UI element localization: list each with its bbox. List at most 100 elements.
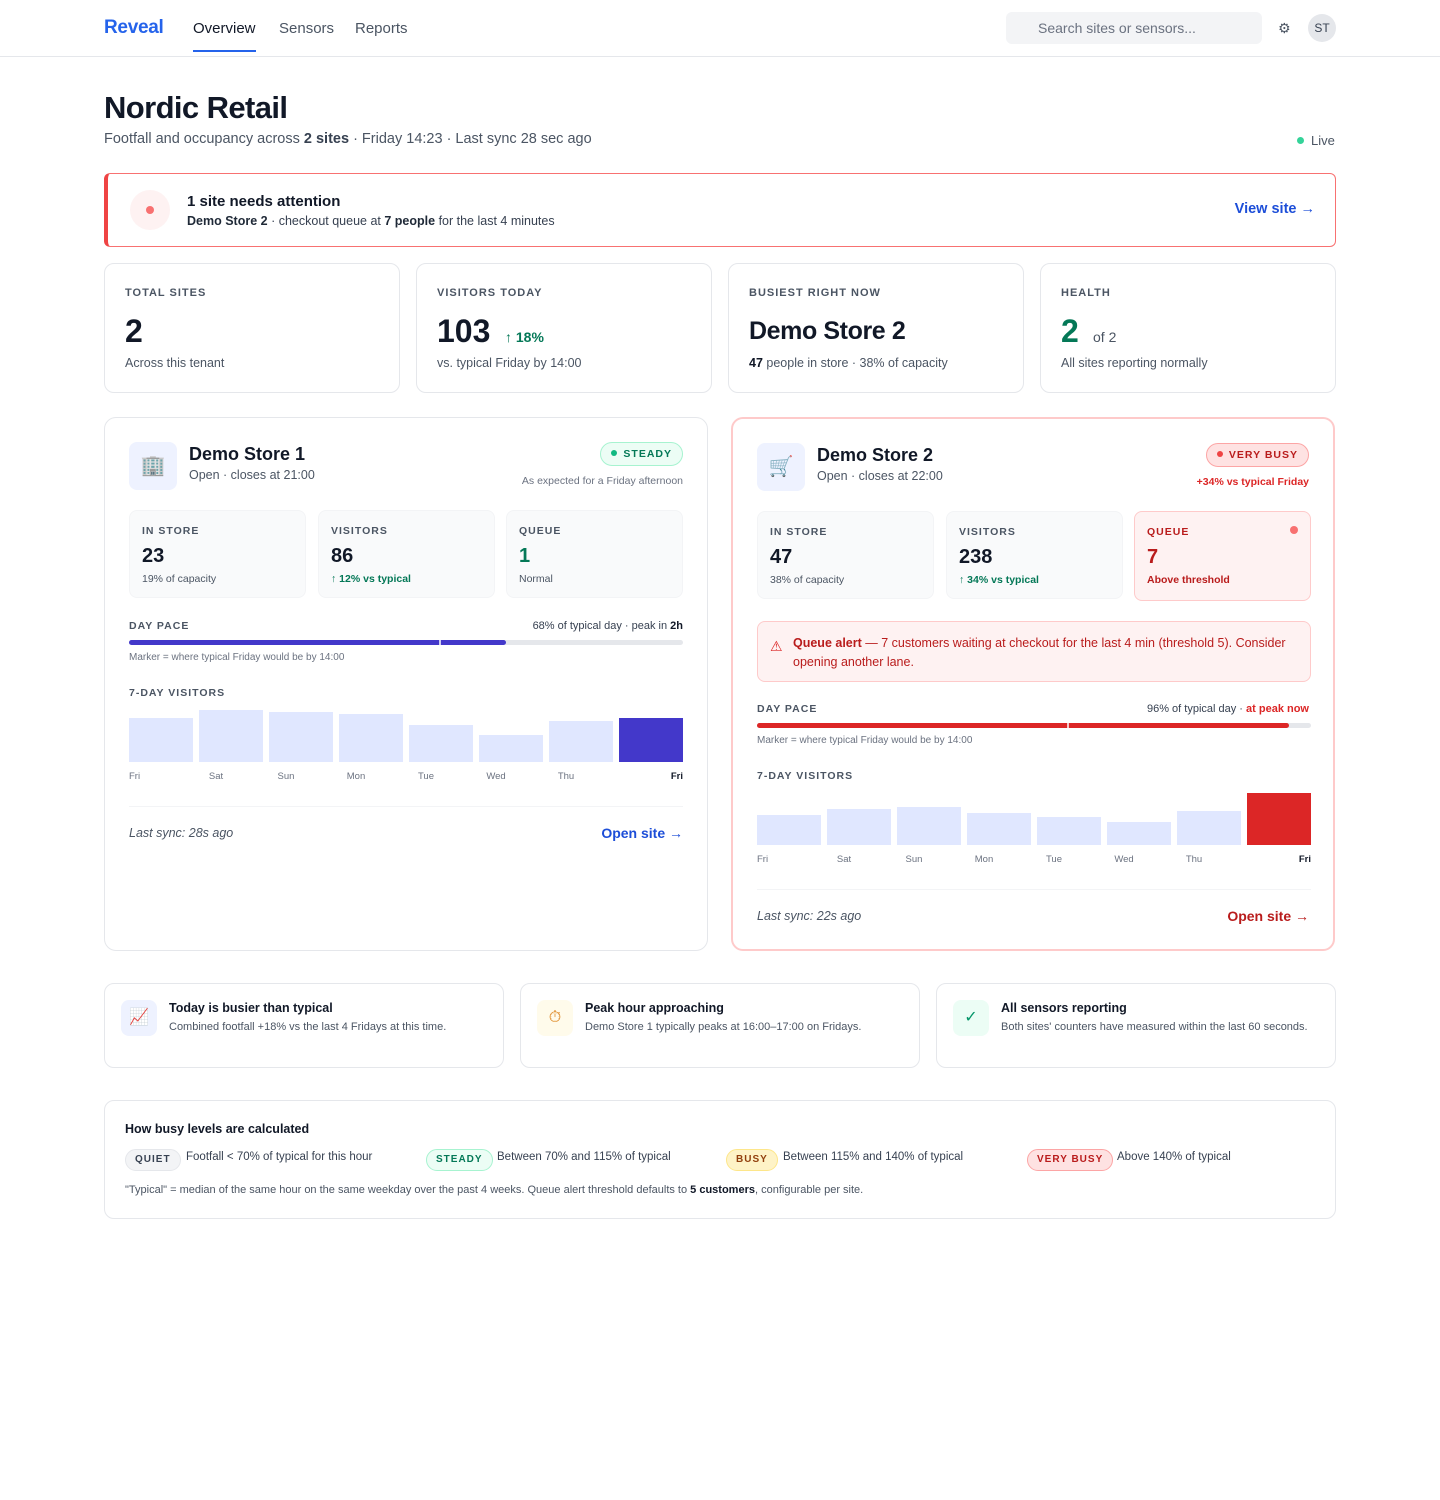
shopping-cart-icon: 🛒 [757,443,805,491]
legend-pill-quiet: QUIET [125,1149,181,1171]
store-name: Demo Store 2 [817,445,934,465]
kpi-health: HEALTH 2 of 2 All sites reporting normal… [1040,263,1336,393]
kpi-visitors-today: VISITORS TODAY 103 ↑ 18% vs. typical Fri… [416,263,712,393]
metric-value: 47 [770,546,793,568]
page-subtitle: Footfall and occupancy across 2 sites · … [104,131,592,147]
status-label: STEADY [623,448,672,460]
day-pace-bar [129,639,683,646]
day-pace-bar [757,722,1311,729]
kpi-busiest: BUSIEST RIGHT NOW Demo Store 2 47 people… [728,263,1024,393]
store-card-1: 🏢 Demo Store 1 Open · closes at 21:00 ST… [104,417,708,951]
open-site-link[interactable]: Open site → [1227,908,1309,924]
day-pace-label: DAY PACE [757,703,818,715]
attention-banner: 1 site needs attention Demo Store 2 · ch… [104,173,1336,247]
insight-card: ✓ All sensors reporting Both sites' coun… [936,983,1336,1068]
queue-alert-body: — 7 customers waiting at checkout for th… [793,636,1286,669]
week-bar [1037,817,1101,845]
pace-emph: at peak now [1246,703,1309,715]
metric-sub: ↑ 34% vs typical [959,574,1039,586]
tab-sensors[interactable]: Sensors [279,20,335,37]
open-site-link[interactable]: Open site → [601,825,683,841]
kpi-people: 47 [749,356,763,370]
week-bar [967,813,1031,845]
week-bar [827,809,891,845]
legend-foot-bold: 5 customers [690,1184,755,1196]
store-hours: Open · closes at 21:00 [189,468,315,482]
week-bar-label: Fri [757,854,769,865]
kpi-value: 103 [437,313,491,349]
stopwatch-icon: ⏱ [537,1000,573,1036]
store-hours: Open · closes at 22:00 [817,469,943,483]
insight-title: Peak hour approaching [585,1001,724,1015]
week-bar-label: Sun [905,854,923,865]
sites-count: 2 sites [303,131,350,147]
week-bar [1177,811,1241,845]
week-bar-label: Sun [277,771,295,782]
metric-sub: 38% of capacity [770,574,845,586]
week-label: 7-DAY VISITORS [757,770,854,782]
alert-dot-icon [130,190,170,230]
queue-alert-text: Queue alert — 7 customers waiting at che… [793,634,1298,672]
gear-icon[interactable]: ⚙ [1278,20,1291,36]
avatar[interactable]: ST [1308,14,1336,42]
kpi-trend: ↑ 18% [505,329,544,345]
week-label: 7-DAY VISITORS [129,687,226,699]
kpi-sub: Across this tenant [125,356,225,370]
day-pace-text: 68% of typical day · peak in 2h [533,620,683,632]
week-bar [757,815,821,845]
metric-queue: QUEUE 1 Normal [506,510,683,598]
week-bar [479,735,543,762]
week-bars: Fri Sat Sun Mon Tue Wed Thu Fri [129,710,683,782]
day-pace-text: 96% of typical day · at peak now [1147,703,1309,715]
tab-reports[interactable]: Reports [355,20,408,37]
legend-desc: Above 140% of typical [1117,1151,1231,1163]
warning-icon: ⚠ [770,638,783,654]
insight-text: Both sites' counters have measured withi… [1001,1021,1308,1033]
week-bar [1247,793,1311,845]
divider [757,889,1311,890]
pace-note: Marker = where typical Friday would be b… [757,735,973,746]
metric-sub: 19% of capacity [142,573,217,585]
week-bar [199,710,263,762]
tab-overview[interactable]: Overview [193,20,256,52]
alert-message: Demo Store 2 · checkout queue at 7 peopl… [187,214,555,228]
metric-sub: ↑ 12% vs typical [331,573,411,585]
metric-value: 23 [142,545,165,567]
metric-in-store: IN STORE 23 19% of capacity [129,510,306,598]
alert-end: for the last 4 minutes [438,214,555,228]
view-site-link[interactable]: View site → [1234,201,1315,217]
trend-chart-icon: 📈 [121,1000,157,1036]
store-name: Demo Store 1 [189,444,306,464]
kpi-value: Demo Store 2 [749,317,906,345]
day-pace-fill [757,723,1289,728]
search-input[interactable] [1006,12,1262,44]
insight-title: All sensors reporting [1001,1001,1127,1015]
week-bar [1107,822,1171,845]
kpi-sub: 47 people in store · 38% of capacity [749,356,948,370]
week-bar [619,718,683,762]
status-badge: STEADY [600,442,683,466]
day-pace-fill [129,640,506,645]
brand-logo[interactable]: Reveal [104,17,164,38]
metric-label: VISITORS [331,525,388,537]
pace-emph: 2h [670,620,683,632]
kpi-of: of 2 [1093,329,1117,345]
busy-levels-legend: How busy levels are calculated QUIET Foo… [104,1100,1336,1219]
live-label: Live [1311,133,1335,148]
pace-note: Marker = where typical Friday would be b… [129,652,345,663]
week-bar-label: Wed [486,771,506,782]
week-bar-label: Sat [836,854,852,865]
legend-foot-prefix: "Typical" = median of the same hour on t… [125,1184,688,1196]
week-bar [549,721,613,762]
week-bar-label: Mon [974,854,994,865]
status-label: VERY BUSY [1228,449,1298,461]
divider [129,806,683,807]
status-note: As expected for a Friday afternoon [521,475,683,487]
metric-in-store: IN STORE 47 38% of capacity [757,511,934,599]
insight-text: Demo Store 1 typically peaks at 16:00–17… [585,1021,862,1033]
week-bar-label: Thu [1185,854,1203,865]
week-bar [409,725,473,762]
insight-card: 📈 Today is busier than typical Combined … [104,983,504,1068]
kpi-sub-text: people in store · 38% of capacity [766,356,948,370]
legend-footnote: "Typical" = median of the same hour on t… [125,1184,863,1196]
